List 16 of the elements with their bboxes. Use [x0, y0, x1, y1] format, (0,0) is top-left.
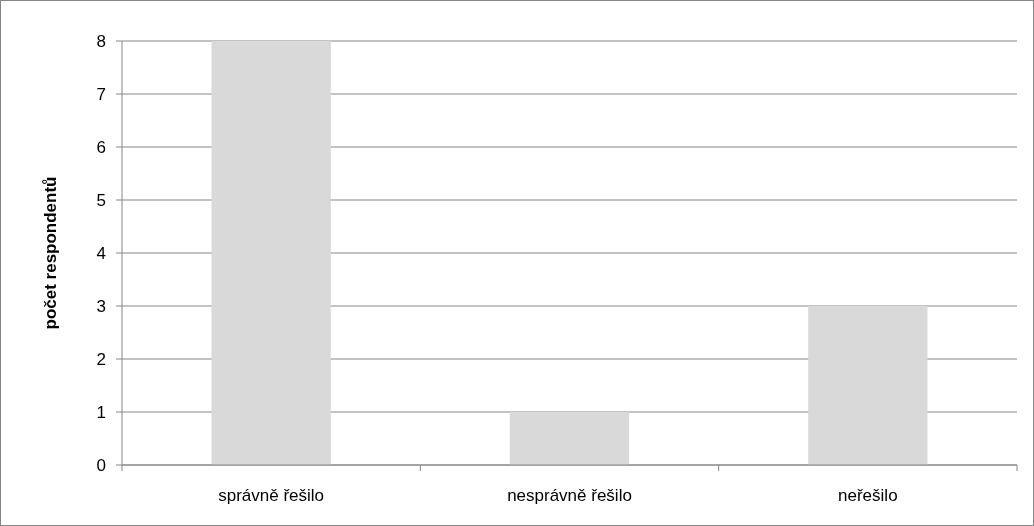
y-tick-label: 5: [96, 190, 106, 210]
y-tick-label: 7: [96, 84, 106, 104]
y-axis-title: počet respondentů: [41, 176, 60, 330]
y-tick-label: 2: [96, 349, 106, 369]
bar: [211, 41, 331, 465]
y-tick-label: 0: [96, 455, 106, 475]
y-tick-label: 3: [96, 296, 106, 316]
bar: [509, 412, 630, 465]
x-tick-label: správně řešilo: [218, 486, 325, 505]
y-tick-label: 8: [96, 31, 106, 51]
x-tick-label: nesprávně řešilo: [507, 486, 632, 505]
y-tick-label: 6: [96, 137, 106, 157]
x-tick-label: neřešilo: [838, 486, 898, 505]
y-tick-label: 1: [96, 402, 106, 422]
bar: [808, 306, 928, 465]
y-tick-label: 4: [96, 243, 106, 263]
